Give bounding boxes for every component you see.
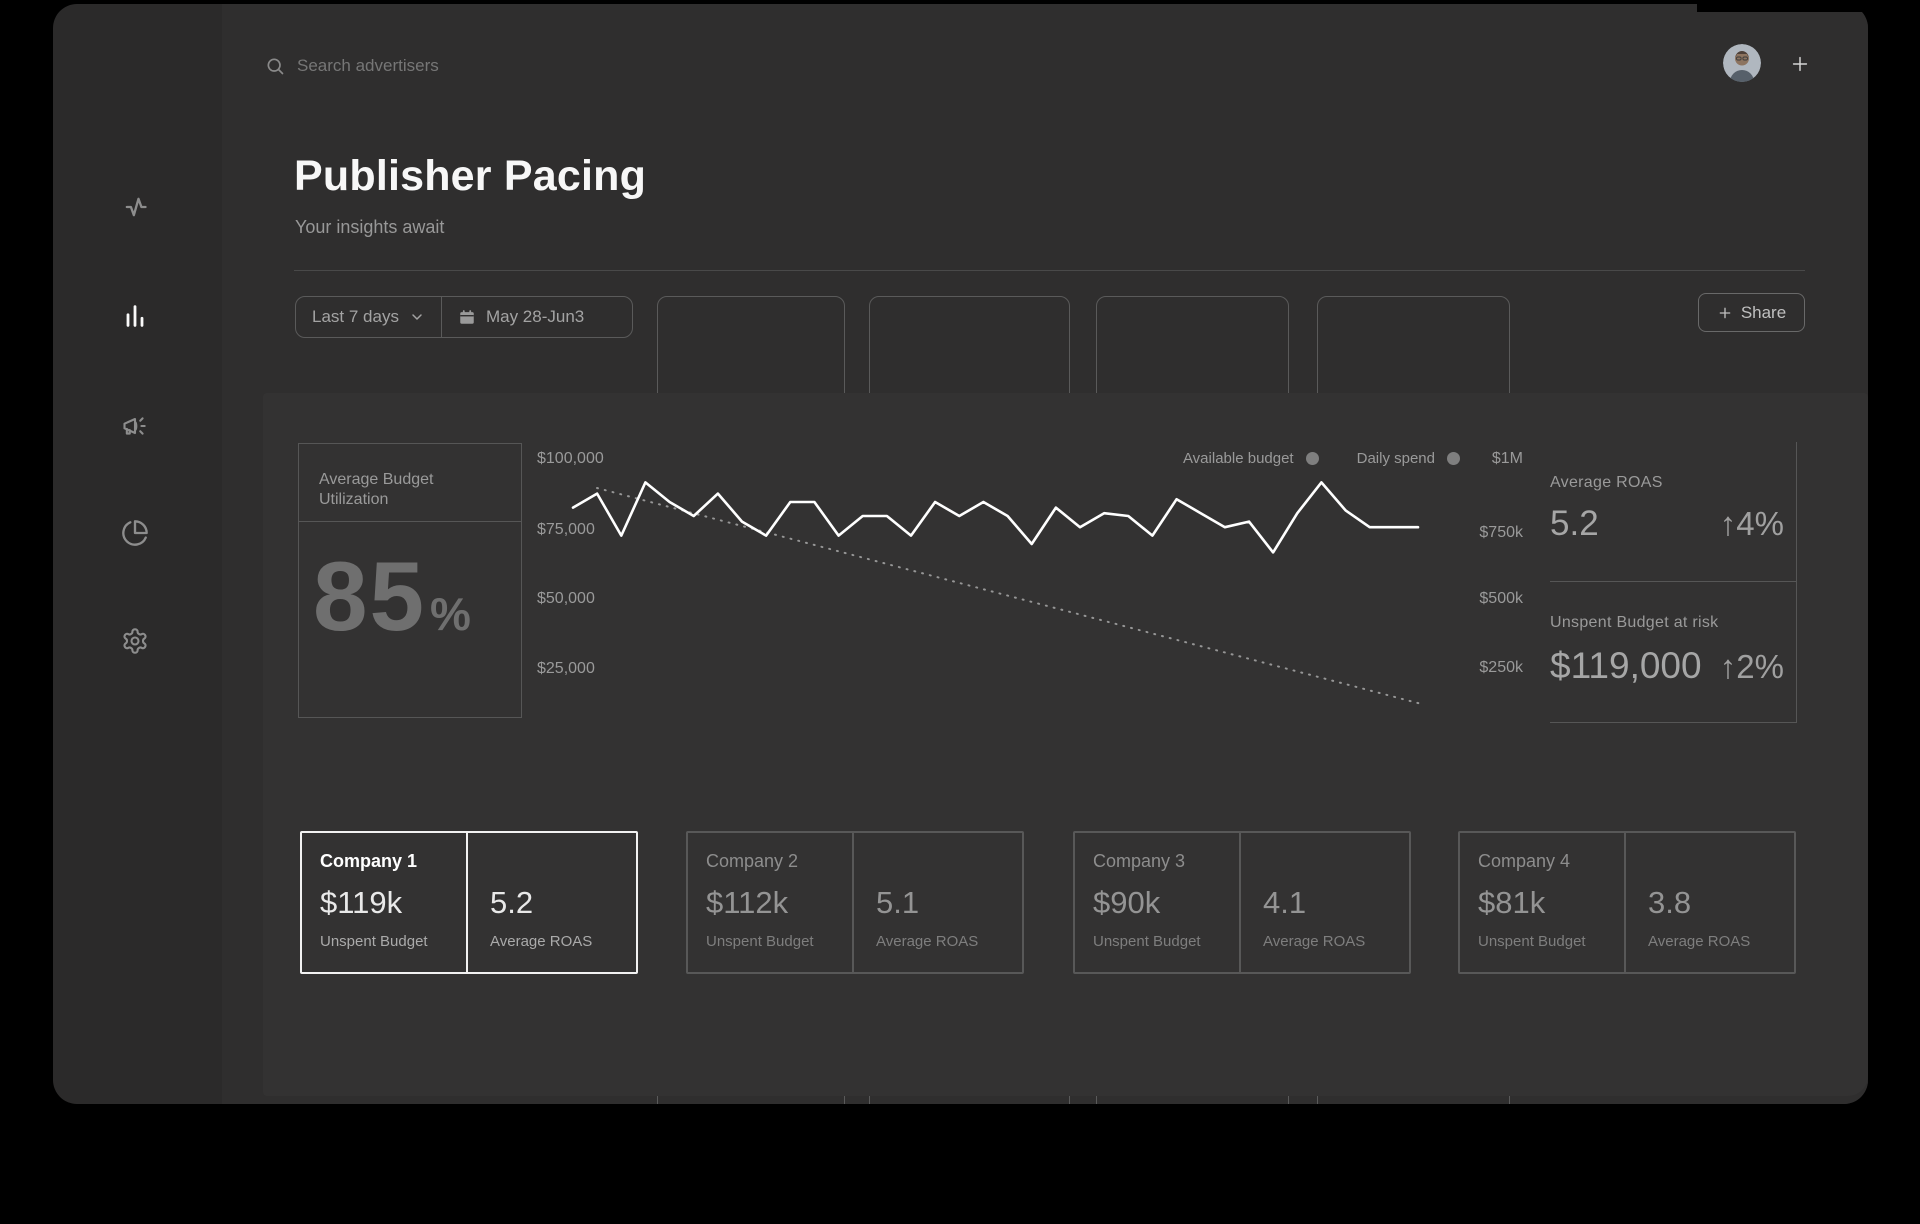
utilization-percent: 85 (313, 541, 427, 651)
search-icon (267, 58, 284, 75)
daily-spend-line (571, 481, 1420, 554)
average-roas-label: Average ROAS (490, 933, 593, 950)
legend-daily-spend-label[interactable]: Daily spend (1356, 450, 1435, 467)
unspent-budget-value: $81k (1478, 885, 1546, 920)
company-name: Company 2 (706, 851, 799, 871)
sidebar-item-analytics[interactable] (121, 302, 149, 330)
average-roas-value: 5.2 (1550, 504, 1599, 543)
screen-top-right-notch (1697, 0, 1920, 12)
unspent-budget-delta: ↑2% (1719, 648, 1784, 685)
y-axis-tick: $100,000 (537, 450, 604, 467)
company-name: Company 4 (1478, 851, 1571, 871)
average-roas-value: 5.2 (490, 885, 534, 920)
share-button-label: Share (1740, 302, 1787, 322)
utilization-unit: % (430, 588, 471, 640)
summary-stats: Average ROAS 5.2 ↑4% Unspent Budget at r… (1550, 442, 1797, 723)
right-axis-tick: $750k (1479, 524, 1523, 541)
chart-legend: Available budget Daily spend (1183, 450, 1460, 467)
pacing-line-chart (571, 481, 1421, 705)
legend-daily-spend-dot (1447, 452, 1460, 465)
unspent-budget-value: $119k (320, 885, 403, 920)
pill-divider (440, 297, 442, 337)
company-name: Company 1 (320, 851, 418, 871)
share-button[interactable]: Share (1698, 293, 1805, 332)
plus-icon (1719, 307, 1731, 318)
company-card-3[interactable]: Company 3 $90k Unspent Budget 4.1 Averag… (1073, 831, 1411, 974)
right-axis-tick: $1M (1491, 450, 1523, 467)
company-card-4[interactable]: Company 4 $81k Unspent Budget 3.8 Averag… (1458, 831, 1796, 974)
average-roas-delta: ↑4% (1719, 505, 1784, 542)
page-subtitle: Your insights await (295, 217, 445, 237)
avatar-image (1723, 44, 1761, 82)
average-roas-label: Average ROAS (1648, 933, 1751, 950)
avatar[interactable] (1723, 44, 1761, 82)
average-roas-value: 3.8 (1648, 885, 1692, 920)
page-title: Publisher Pacing (294, 152, 647, 200)
average-roas-value: 5.1 (876, 885, 920, 920)
date-preset-label: Last 7 days (312, 307, 399, 326)
date-filter[interactable]: Last 7 days May 28-Jun3 (295, 296, 633, 338)
unspent-budget-block: Unspent Budget at risk $119,000 ↑2% (1550, 582, 1796, 723)
y-axis-tick: $75,000 (537, 521, 595, 538)
average-roas-label: Average ROAS (1263, 933, 1366, 950)
unspent-budget-label: Unspent Budget (706, 933, 814, 950)
available-budget-trend-line (596, 487, 1421, 705)
average-roas-label: Average ROAS (1550, 474, 1663, 491)
sidebar-item-activity[interactable] (121, 193, 149, 221)
average-budget-utilization-label: Average Budget Utilization (319, 471, 434, 508)
header-divider (294, 270, 1805, 271)
average-roas-label: Average ROAS (876, 933, 979, 950)
pacing-section-panel: Average Budget Utilization 85 % $100,000… (263, 393, 1868, 1096)
company-card-2[interactable]: Company 2 $112k Unspent Budget 5.1 Avera… (686, 831, 1024, 974)
y-axis-tick: $25,000 (537, 660, 595, 677)
date-range-label: May 28-Jun3 (485, 307, 585, 326)
unspent-budget-value: $90k (1093, 885, 1161, 920)
date-range-picker[interactable]: May 28-Jun3 (442, 297, 600, 337)
average-roas-value: 4.1 (1263, 885, 1307, 920)
calendar-icon (460, 310, 474, 324)
date-preset-dropdown[interactable]: Last 7 days (296, 297, 441, 337)
unspent-budget-label: Unspent Budget at risk (1550, 614, 1719, 631)
utilization-divider (299, 521, 521, 522)
average-roas-block: Average ROAS 5.2 ↑4% (1550, 442, 1796, 582)
sidebar-item-campaigns-megaphone[interactable] (121, 412, 149, 440)
sidebar-item-reports-pie[interactable] (121, 519, 149, 547)
average-budget-utilization-box: Average Budget Utilization 85 % (298, 443, 522, 718)
unspent-budget-value: $112k (706, 885, 789, 920)
legend-available-budget-label[interactable]: Available budget (1182, 450, 1294, 467)
unspent-budget-label: Unspent Budget (320, 933, 428, 950)
y-axis-tick: $50,000 (537, 590, 595, 607)
chevron-down-icon (412, 314, 422, 320)
search-input[interactable] (295, 55, 599, 77)
add-button[interactable] (1789, 53, 1811, 75)
right-axis-tick: $500k (1479, 590, 1523, 607)
unspent-budget-label: Unspent Budget (1093, 933, 1201, 950)
app-window: Publisher Pacing Your insights await Las… (53, 4, 1868, 1104)
company-name: Company 3 (1093, 851, 1186, 871)
right-axis-tick: $250k (1479, 659, 1523, 676)
legend-available-budget-dot (1305, 452, 1319, 465)
utilization-value: 85 % (313, 540, 471, 653)
company-card-1[interactable]: Company 1 $119k Unspent Budget 5.2 Avera… (300, 831, 638, 974)
sidebar-item-settings-gear[interactable] (121, 627, 149, 655)
search-bar[interactable] (265, 48, 625, 84)
unspent-budget-value: $119,000 (1550, 645, 1702, 686)
unspent-budget-label: Unspent Budget (1478, 933, 1586, 950)
